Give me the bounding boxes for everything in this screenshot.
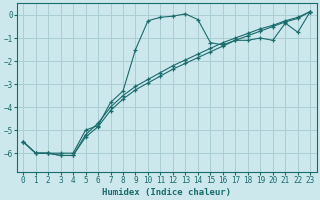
X-axis label: Humidex (Indice chaleur): Humidex (Indice chaleur)	[102, 188, 231, 197]
